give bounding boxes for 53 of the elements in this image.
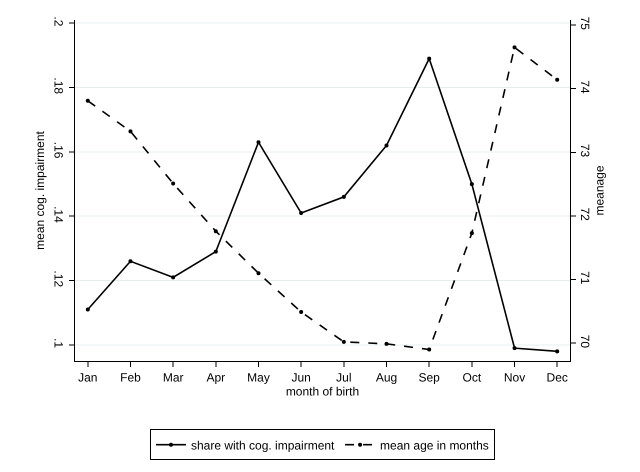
x-tick-label: Dec xyxy=(546,370,568,384)
x-tick-label: Feb xyxy=(120,370,142,384)
y-tick-label: .16 xyxy=(52,142,66,159)
y2-tick-label: 72 xyxy=(578,207,592,222)
point xyxy=(214,250,218,254)
point xyxy=(512,346,517,350)
y2-tick-label: 71 xyxy=(578,271,592,285)
point xyxy=(470,231,474,236)
legend-label: share with cog. impairment xyxy=(191,438,336,452)
y2-tick-label: 75 xyxy=(578,16,592,30)
point xyxy=(512,45,517,50)
point xyxy=(299,310,304,314)
x-tick-label: Apr xyxy=(206,370,226,384)
x-tick-label: Nov xyxy=(504,370,526,384)
point xyxy=(384,143,389,148)
y-tick-label: .18 xyxy=(52,77,66,94)
point xyxy=(256,140,260,144)
point xyxy=(128,129,132,134)
point xyxy=(214,229,218,234)
point xyxy=(171,182,176,186)
point xyxy=(86,308,90,312)
y-tick-label: .14 xyxy=(52,206,66,224)
x-tick-label: Aug xyxy=(376,370,398,384)
legend-label: mean age in months xyxy=(380,438,489,452)
point xyxy=(427,56,432,61)
x-tick-label: May xyxy=(247,370,270,384)
y-axis-title: mean cog. impairment xyxy=(32,130,47,250)
x-tick-label: Mar xyxy=(162,370,184,384)
point xyxy=(128,259,132,264)
point xyxy=(342,194,346,199)
x-tick-label: Jan xyxy=(78,370,98,384)
x-tick-label: Sep xyxy=(418,370,440,384)
y-tick-label: .12 xyxy=(52,270,66,288)
point xyxy=(342,340,346,344)
point xyxy=(555,78,560,82)
y2-tick-label: 70 xyxy=(578,334,592,348)
y2-tick-label: 73 xyxy=(578,144,592,158)
x-tick-label: Oct xyxy=(462,370,482,384)
point xyxy=(470,182,474,186)
y2-tick-label: 74 xyxy=(578,80,592,94)
x-axis-title: month of birth xyxy=(286,384,360,398)
y-tick-label: .1 xyxy=(52,338,66,348)
x-tick-label: Jun xyxy=(291,370,311,384)
point xyxy=(427,348,432,352)
x-tick-label: Jul xyxy=(336,370,352,384)
point xyxy=(384,342,389,346)
point xyxy=(86,98,90,103)
point xyxy=(171,275,176,280)
point xyxy=(555,349,560,354)
y2-axis-title: meanage xyxy=(592,165,607,216)
y-tick-label: .2 xyxy=(52,16,66,27)
point xyxy=(299,211,304,216)
point xyxy=(256,271,260,276)
